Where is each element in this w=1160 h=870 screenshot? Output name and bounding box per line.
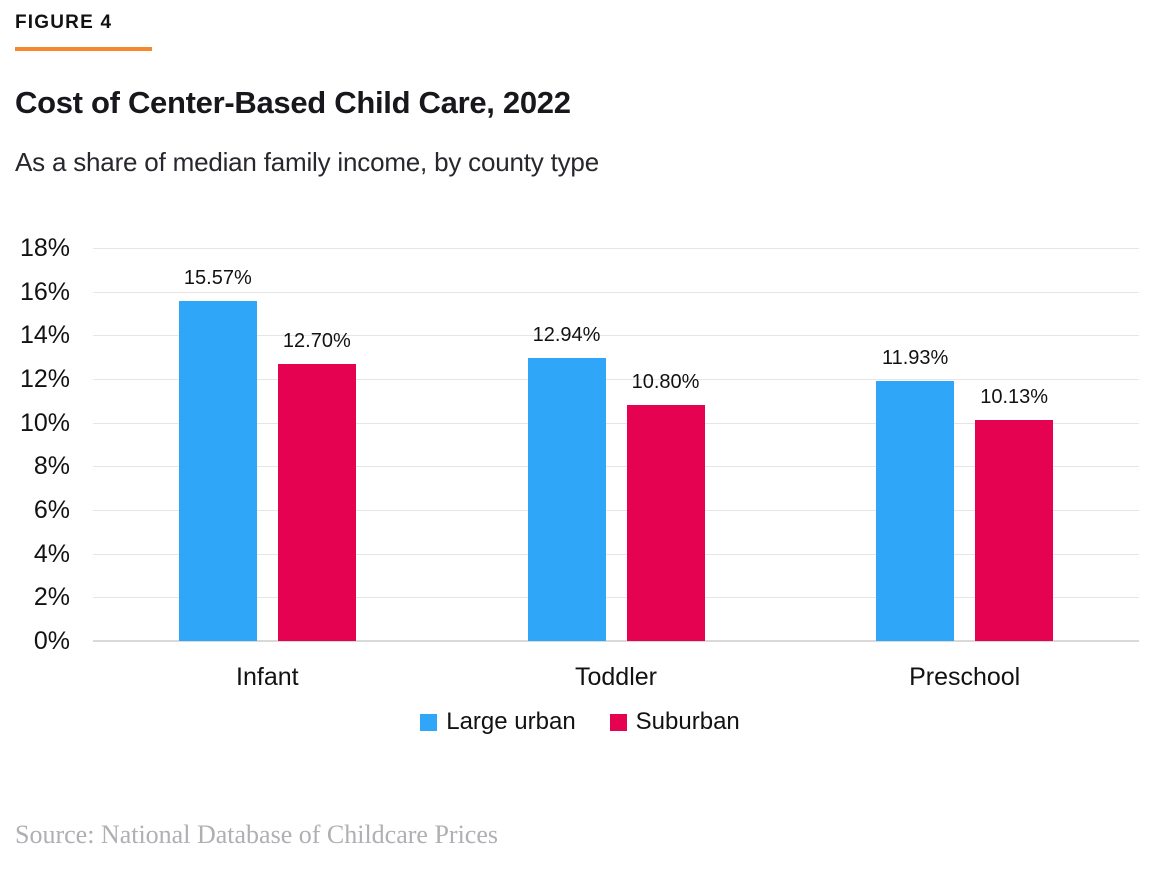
gridline-14 [93, 335, 1139, 337]
chart-legend: Large urban Suburban [0, 708, 1160, 736]
chart-subtitle: As a share of median family income, by c… [15, 147, 599, 177]
y-tick-label-12-: 12% [19, 365, 70, 393]
y-tick-label-14-: 14% [19, 321, 70, 350]
legend-item-large-urban: Large urban [420, 708, 576, 736]
bar-large-urban-infant [178, 301, 257, 641]
source-note: Source: National Database of Childcare P… [15, 820, 498, 849]
value-label-large-urban-preschool: 11.93% [881, 346, 949, 369]
gridline-16 [93, 291, 1139, 293]
category-label-preschool: Preschool [909, 663, 1021, 691]
category-label-toddler: Toddler [575, 663, 657, 691]
chart-title: Cost of Center-Based Child Care, 2022 [15, 85, 571, 120]
y-tick-label-4-: 4% [33, 539, 70, 568]
value-label-suburban-preschool: 10.13% [980, 385, 1049, 408]
category-label-infant: Infant [236, 663, 299, 691]
y-tick-label-6-: 6% [33, 496, 70, 524]
y-tick-label-0-: 0% [33, 627, 70, 655]
y-tick-label-16-: 16% [19, 277, 70, 306]
gridline-4 [93, 553, 1139, 555]
bar-suburban-toddler [626, 405, 705, 641]
legend-label-suburban: Suburban [635, 708, 740, 735]
legend-swatch-suburban [609, 713, 627, 731]
y-tick-label-10-: 10% [19, 408, 70, 437]
y-tick-label-8-: 8% [33, 452, 70, 481]
figure-label: FIGURE 4 [15, 12, 113, 33]
value-label-large-urban-toddler: 12.94% [532, 324, 601, 347]
gridline-8 [93, 466, 1139, 468]
gridline-2 [93, 597, 1139, 599]
gridline-10 [93, 422, 1139, 424]
gridline-18 [93, 248, 1139, 249]
legend-label-large-urban: Large urban [446, 708, 576, 735]
bar-large-urban-toddler [527, 358, 606, 641]
x-axis-baseline [93, 640, 1139, 642]
legend-swatch-large-urban [420, 713, 438, 731]
y-tick-label-2-: 2% [33, 583, 70, 612]
value-label-suburban-toddler: 10.80% [631, 371, 700, 394]
y-tick-label-18-: 18% [19, 234, 70, 262]
legend-item-suburban: Suburban [609, 708, 740, 736]
bar-large-urban-preschool [876, 380, 955, 641]
value-label-suburban-infant: 12.70% [282, 329, 351, 352]
figure-label-underline [15, 47, 152, 51]
bar-suburban-infant [277, 363, 356, 641]
value-label-large-urban-infant: 15.57% [183, 267, 252, 290]
bar-suburban-preschool [975, 419, 1054, 641]
gridline-12 [93, 379, 1139, 380]
gridline-6 [93, 510, 1139, 511]
